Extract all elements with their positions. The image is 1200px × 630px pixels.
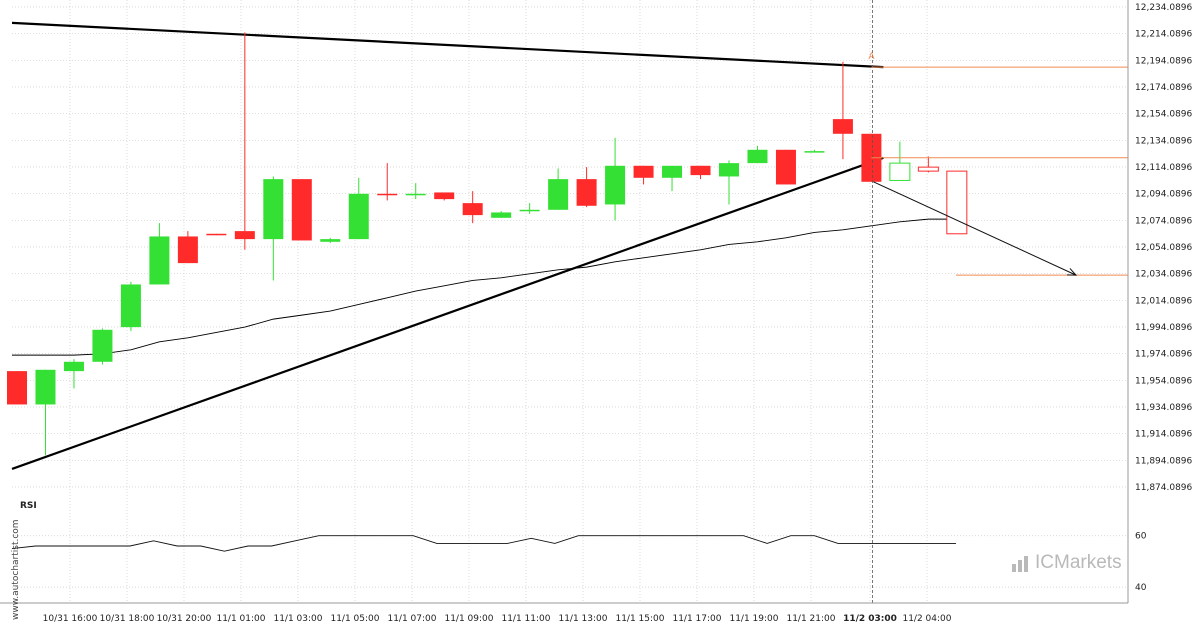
candle-body	[491, 212, 512, 218]
price-tick-label: 12,074.0896	[1135, 216, 1193, 226]
rsi-panel: RSI 60 40	[11, 501, 1147, 593]
candle-body	[63, 361, 84, 372]
time-tick-label: 11/1 07:00	[387, 614, 436, 624]
candle-body	[263, 179, 284, 240]
candle-body	[7, 371, 27, 405]
moving-average-line	[12, 218, 957, 356]
time-tick-label: 11/1 19:00	[729, 614, 778, 624]
candle-body	[177, 236, 198, 264]
candle-body	[662, 165, 683, 178]
candle-body	[832, 119, 853, 134]
brand-logo: ICMarkets	[1012, 551, 1122, 575]
candle-body	[234, 231, 255, 240]
price-tick-label: 12,194.0896	[1135, 56, 1193, 66]
pattern-point-label: A	[868, 52, 875, 62]
price-tick-label: 11,934.0896	[1135, 403, 1193, 413]
candle-body	[348, 193, 369, 240]
candle-body	[889, 162, 911, 181]
resistance-trendline	[11, 21, 884, 69]
candle-body	[747, 149, 768, 164]
price-tick-label: 11,994.0896	[1135, 323, 1193, 333]
candle-body	[405, 193, 426, 196]
candle-body	[605, 165, 626, 205]
candle-body	[462, 203, 483, 216]
price-tick-label: 11,974.0896	[1135, 350, 1193, 360]
brand-name: ICMarkets	[1035, 552, 1122, 573]
price-tick-label: 12,154.0896	[1135, 110, 1193, 120]
price-tick-label: 12,054.0896	[1135, 243, 1193, 253]
candle-body	[804, 151, 825, 153]
rsi-tick-label: 60	[1135, 532, 1147, 542]
trendline-layer	[11, 21, 884, 470]
candle-body	[206, 233, 227, 236]
time-tick-label: 10/31 16:00	[43, 614, 98, 624]
candle-body	[690, 165, 711, 176]
price-tick-label: 12,014.0896	[1135, 296, 1193, 306]
candle-body	[291, 179, 312, 241]
price-tick-label: 12,034.0896	[1135, 270, 1193, 280]
time-tick-label: 11/1 03:00	[273, 614, 322, 624]
price-tick-label: 12,114.0896	[1135, 163, 1193, 173]
candle-body	[775, 149, 796, 185]
candle-body	[120, 284, 141, 328]
time-tick-label: 11/1 01:00	[216, 614, 265, 624]
time-tick-label: 11/1 09:00	[444, 614, 493, 624]
rsi-line	[11, 535, 956, 552]
candle-body	[719, 163, 739, 177]
price-tick-label: 12,214.0896	[1135, 30, 1193, 40]
time-tick-label: 10/31 20:00	[157, 614, 212, 624]
price-tick-label: 12,134.0896	[1135, 136, 1193, 146]
price-tick-label: 12,234.0896	[1135, 3, 1193, 13]
support-trendline	[11, 156, 884, 470]
price-tick-label: 11,894.0896	[1135, 456, 1193, 466]
candle-body	[633, 165, 654, 178]
candle-body	[434, 192, 455, 200]
candle-body	[320, 239, 341, 242]
overlay-layer: A	[868, 0, 1128, 603]
candle-body	[946, 170, 968, 235]
brand-bars-icon	[1012, 554, 1034, 572]
candle-body	[917, 166, 939, 172]
time-tick-label: 11/1 05:00	[330, 614, 379, 624]
time-tick-label: 11/1 11:00	[501, 614, 550, 624]
rsi-tick-label: 40	[1135, 583, 1147, 593]
grid	[12, 0, 1128, 603]
price-tick-label: 11,954.0896	[1135, 376, 1193, 386]
candle-body	[576, 179, 597, 206]
candle-body	[149, 236, 170, 285]
price-tick-label: 11,914.0896	[1135, 430, 1193, 440]
time-tick-label: 11/2 03:00	[843, 614, 897, 624]
watermark-text: www.autochartist.com	[11, 519, 21, 620]
forecast-arrow-line	[873, 181, 1077, 276]
candle-body	[519, 209, 540, 212]
time-tick-label: 11/1 15:00	[615, 614, 664, 624]
price-tick-label: 12,094.0896	[1135, 190, 1193, 200]
candle-body	[92, 329, 113, 362]
candle-body	[35, 369, 56, 405]
time-tick-label: 10/31 18:00	[100, 614, 155, 624]
candle-body	[548, 179, 569, 210]
candle-body	[377, 193, 398, 196]
time-tick-label: 11/1 17:00	[672, 614, 721, 624]
candles-layer	[7, 32, 968, 456]
time-tick-label: 11/2 04:00	[902, 614, 951, 624]
forecast-arrow-head	[1066, 268, 1078, 276]
price-tick-label: 12,174.0896	[1135, 83, 1193, 93]
rsi-label: RSI	[20, 501, 37, 511]
price-tick-label: 11,874.0896	[1135, 483, 1193, 493]
moving-average-layer	[12, 218, 957, 356]
time-tick-label: 11/1 21:00	[786, 614, 835, 624]
time-tick-label: 11/1 13:00	[558, 614, 607, 624]
